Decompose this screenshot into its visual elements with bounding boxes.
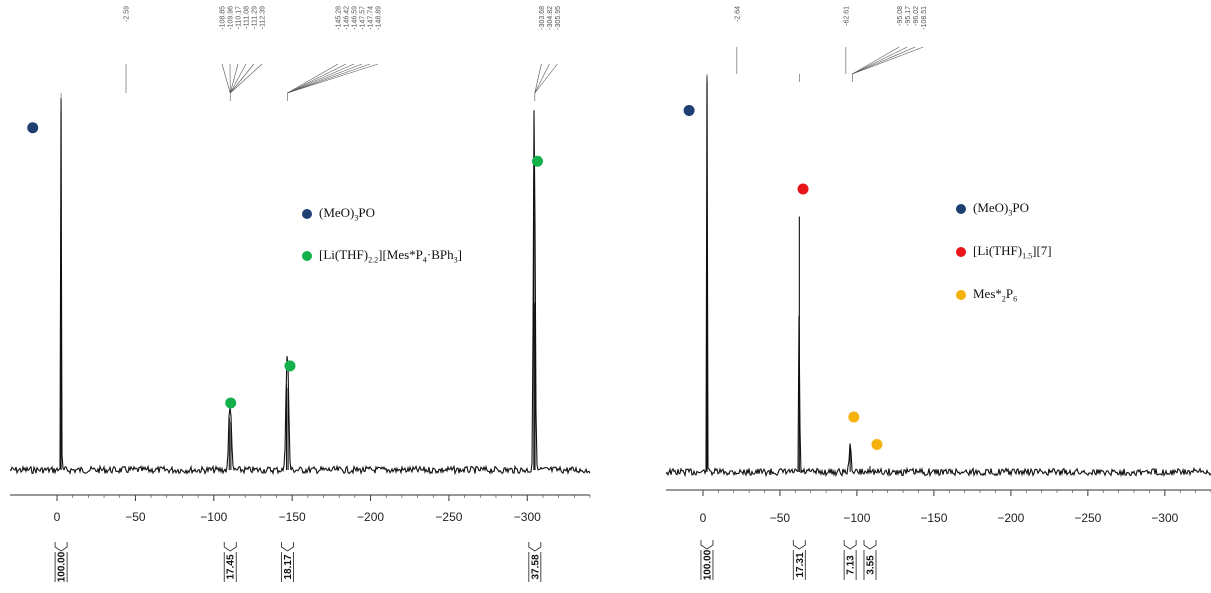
integral-value: 17.31 xyxy=(795,552,806,577)
species-marker-green xyxy=(225,398,236,409)
integral-value: 7.13 xyxy=(846,555,857,575)
species-marker-red xyxy=(798,184,809,195)
x-tick-label: −100 xyxy=(843,511,870,525)
peak-label-connector xyxy=(230,64,254,93)
x-tick-label: 0 xyxy=(700,511,707,525)
spectrum-trace xyxy=(10,110,590,473)
species-marker-orange xyxy=(848,411,859,422)
peak-label-connector xyxy=(287,64,362,93)
peak-label-connector xyxy=(852,47,923,74)
species-marker-orange xyxy=(871,439,882,450)
legend-label: [Li(THF)1.5][7] xyxy=(973,243,1052,261)
x-tick-label: −200 xyxy=(357,510,384,524)
legend-item: Mes*2P6 xyxy=(956,286,1017,304)
peak-label-connector xyxy=(535,64,550,93)
legend-label: [Li(THF)2.2][Mes*P4·BPh3] xyxy=(319,247,462,265)
legend-label: (MeO)3PO xyxy=(973,200,1029,218)
legend-dot xyxy=(302,251,312,261)
peak-shift-label: -111.08 xyxy=(244,6,251,29)
peak-label-connector xyxy=(230,64,262,93)
peak-shift-label: -145.28 xyxy=(336,6,343,30)
integral-bracket xyxy=(701,540,713,549)
peak-shift-label: -108.85 xyxy=(220,6,227,30)
peak-shift-label: -95.17 xyxy=(905,6,912,26)
integral-bracket xyxy=(864,540,876,549)
peak-shift-label: -96.02 xyxy=(913,6,920,26)
integral-value: 37.58 xyxy=(530,554,541,579)
species-marker-green xyxy=(532,156,543,167)
peak-shift-label: -108.51 xyxy=(921,6,928,30)
integral-bracket xyxy=(844,540,856,549)
legend-item: [Li(THF)1.5][7] xyxy=(956,243,1052,261)
integral-value: 100.00 xyxy=(57,551,68,582)
peak-shift-label: -109.96 xyxy=(228,6,235,30)
x-tick-label: −200 xyxy=(997,511,1024,525)
peak-label-connector xyxy=(852,47,915,74)
peak-label-connector xyxy=(852,47,899,74)
peak-shift-label: -2.64 xyxy=(734,6,741,22)
peak-shift-label: -110.17 xyxy=(236,6,243,29)
peak-shift-label: -303.68 xyxy=(539,6,546,30)
peak-shift-label: -305.95 xyxy=(555,6,562,30)
peak-label-connector xyxy=(852,47,907,74)
peak-shift-label: -112.39 xyxy=(260,6,267,29)
legend-item: (MeO)3PO xyxy=(956,200,1029,218)
integral-bracket xyxy=(224,542,236,551)
peak-shift-label: -95.08 xyxy=(897,6,904,26)
integral-value: 100.00 xyxy=(702,549,713,580)
peak-shift-label: -148.89 xyxy=(376,6,383,30)
integral-bracket xyxy=(793,540,805,549)
legend-dot xyxy=(956,290,966,300)
x-tick-label: −100 xyxy=(200,510,227,524)
legend-dot xyxy=(956,204,966,214)
peak-label-connector xyxy=(287,64,370,93)
integral-bracket xyxy=(55,542,67,551)
x-tick-label: −50 xyxy=(125,510,146,524)
peak-label-connector xyxy=(287,64,338,93)
peak-shift-label: -304.82 xyxy=(547,6,554,30)
x-tick-label: 0 xyxy=(54,510,61,524)
peak-label-connector xyxy=(230,64,246,93)
integral-value: 17.45 xyxy=(226,554,237,579)
integral-bracket xyxy=(281,542,293,551)
integral-value: 18.17 xyxy=(283,554,294,579)
spectrum-chart-right: 0 −50 −100 −150 −200 −250 −300 -2.64 -62.61 -95.0… xyxy=(652,0,1211,588)
species-marker-navy xyxy=(27,122,38,133)
peak-label-connector xyxy=(287,64,354,93)
peak-shift-label: -146.42 xyxy=(344,6,351,30)
x-tick-label: −50 xyxy=(770,511,791,525)
x-tick-label: −300 xyxy=(1151,511,1178,525)
spectrum-trace xyxy=(666,76,1211,476)
peak-shift-label: -146.59 xyxy=(352,6,359,30)
integral-value: 3.55 xyxy=(865,555,876,575)
species-marker-navy xyxy=(684,105,695,116)
peak-shift-label: -111.29 xyxy=(252,6,259,29)
legend-item: [Li(THF)2.2][Mes*P4·BPh3] xyxy=(302,247,462,265)
x-tick-label: −250 xyxy=(1074,511,1101,525)
legend-dot xyxy=(302,209,312,219)
x-tick-label: −150 xyxy=(920,511,947,525)
x-tick-label: −300 xyxy=(514,510,541,524)
x-tick-label: −150 xyxy=(279,510,306,524)
spectrum-chart-left: 0 −50 −100 −150 −200 −250 −300 -2.59 -108.85-109… xyxy=(0,0,600,588)
legend-label: (MeO)3PO xyxy=(319,205,375,223)
integral-bracket xyxy=(529,542,541,551)
peak-shift-label: -147.74 xyxy=(368,6,375,30)
spectrum-panel-left: 0 −50 −100 −150 −200 −250 −300 -2.59 -108.85-109… xyxy=(0,0,600,588)
peak-shift-label: -147.57 xyxy=(360,6,367,30)
spectrum-panel-right: 0 −50 −100 −150 −200 −250 −300 -2.64 -62.61 -95.0… xyxy=(652,0,1211,588)
peak-shift-label: -62.61 xyxy=(843,6,850,26)
legend-item: (MeO)3PO xyxy=(302,205,375,223)
legend-dot xyxy=(956,247,966,257)
peak-label-connector xyxy=(287,64,346,93)
peak-shift-label: -2.59 xyxy=(124,6,131,22)
legend-label: Mes*2P6 xyxy=(973,286,1017,304)
species-marker-green xyxy=(284,360,295,371)
x-tick-label: −250 xyxy=(435,510,462,524)
peak-label-connector xyxy=(222,64,230,93)
peak-label-connector xyxy=(287,64,378,93)
